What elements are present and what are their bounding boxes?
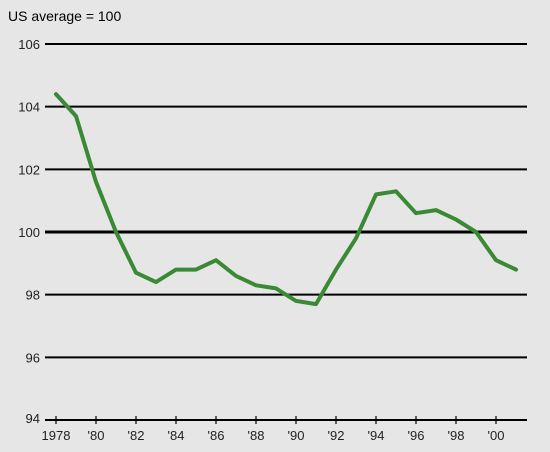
x-tick-label: '96 [408, 428, 425, 443]
x-tick-label: '90 [288, 428, 305, 443]
x-tick-label: 1978 [42, 428, 71, 443]
x-tick-label: '82 [128, 428, 145, 443]
x-tick-label: '00 [488, 428, 505, 443]
series-line-0 [54, 92, 518, 307]
x-tick-label: '80 [88, 428, 105, 443]
y-tick-labels: 94 96 98 100 102 104 106 [18, 37, 40, 426]
series-layer [54, 92, 518, 307]
x-tick-labels: 1978 '80 '82 '84 '86 '88 '90 '92 '94 '96 '98 '00 [42, 416, 505, 443]
y-axis-label: US average = 100 [8, 8, 121, 24]
x-tick-label: '84 [168, 428, 185, 443]
y-tick-label: 102 [18, 162, 40, 177]
y-tick-label: 96 [26, 350, 40, 365]
y-tick-label: 98 [26, 288, 40, 303]
x-tick-label: '98 [448, 428, 465, 443]
x-tick-label: '92 [328, 428, 345, 443]
y-tick-label: 100 [18, 225, 40, 240]
x-tick-label: '94 [368, 428, 385, 443]
y-tick-label: 104 [18, 100, 40, 115]
y-tick-label: 94 [26, 411, 40, 426]
x-tick-label: '86 [208, 428, 225, 443]
x-tick-label: '88 [248, 428, 265, 443]
gridlines [45, 43, 527, 421]
y-tick-label: 106 [18, 37, 40, 52]
